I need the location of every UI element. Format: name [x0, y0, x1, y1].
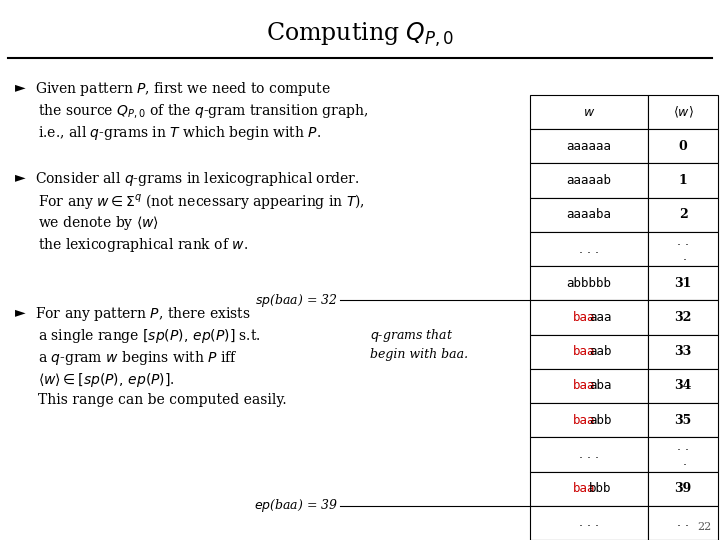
Bar: [649, 198, 718, 232]
Text: baa: baa: [572, 311, 595, 324]
Text: 34: 34: [675, 380, 692, 393]
Text: . .
 .: . . .: [678, 235, 689, 263]
Text: baa: baa: [572, 380, 595, 393]
Bar: [530, 471, 649, 506]
Text: This range can be computed easily.: This range can be computed easily.: [38, 393, 287, 407]
Text: baa: baa: [572, 482, 595, 495]
Text: 1: 1: [679, 174, 688, 187]
Text: ►: ►: [15, 80, 26, 94]
Text: $q$-grams that
begin with baa.: $q$-grams that begin with baa.: [370, 327, 468, 361]
Text: baa: baa: [572, 414, 595, 427]
Bar: [649, 232, 718, 266]
Bar: [649, 335, 718, 369]
Text: $\langle w \rangle$: $\langle w \rangle$: [672, 105, 693, 120]
Bar: [530, 369, 649, 403]
Text: $ep$(baa) = 39: $ep$(baa) = 39: [253, 497, 338, 514]
Bar: [649, 300, 718, 335]
Text: . .
 .: . . .: [678, 441, 689, 468]
Text: aaaaab: aaaaab: [567, 174, 612, 187]
Bar: [649, 437, 718, 471]
Text: aaa: aaa: [589, 311, 612, 324]
Text: . . .: . . .: [579, 242, 599, 255]
Bar: [530, 129, 649, 164]
Text: $w$: $w$: [583, 106, 595, 119]
Bar: [649, 129, 718, 164]
Text: aba: aba: [589, 380, 612, 393]
Text: 35: 35: [675, 414, 692, 427]
Text: . . .: . . .: [579, 448, 599, 461]
Text: a $q$-gram $w$ begins with $P$ iff: a $q$-gram $w$ begins with $P$ iff: [38, 349, 238, 367]
Text: 22: 22: [698, 522, 712, 532]
Bar: [649, 369, 718, 403]
Bar: [649, 506, 718, 540]
Text: Computing $Q_{P,0}$: Computing $Q_{P,0}$: [266, 21, 454, 49]
Bar: [530, 266, 649, 300]
Text: the lexicographical rank of $w$.: the lexicographical rank of $w$.: [38, 236, 248, 254]
Text: abbbbb: abbbbb: [567, 277, 612, 290]
Bar: [649, 471, 718, 506]
Text: 33: 33: [675, 345, 692, 358]
Bar: [649, 403, 718, 437]
Text: we denote by $\langle w \rangle$: we denote by $\langle w \rangle$: [38, 214, 159, 232]
Text: 31: 31: [675, 277, 692, 290]
Text: bbb: bbb: [589, 482, 612, 495]
Text: 39: 39: [675, 482, 692, 495]
Text: . .: . .: [678, 516, 689, 529]
Bar: [530, 164, 649, 198]
Text: ►: ►: [15, 305, 26, 319]
Text: Consider all $q$-grams in lexicographical order.: Consider all $q$-grams in lexicographica…: [35, 170, 359, 188]
Text: For any $w \in \Sigma^q$ (not necessary appearing in $T$),: For any $w \in \Sigma^q$ (not necessary …: [38, 192, 365, 211]
Bar: [649, 266, 718, 300]
Bar: [649, 95, 718, 129]
Bar: [530, 335, 649, 369]
Text: . . .: . . .: [579, 516, 599, 529]
Text: aaaaba: aaaaba: [567, 208, 612, 221]
Text: i.e., all $q$-grams in $T$ which begin with $P$.: i.e., all $q$-grams in $T$ which begin w…: [38, 124, 321, 142]
Text: ►: ►: [15, 170, 26, 184]
Text: $sp$(baa) = 32: $sp$(baa) = 32: [256, 292, 338, 309]
Bar: [530, 506, 649, 540]
Text: aab: aab: [589, 345, 612, 358]
Text: a single range $[sp(P),\, ep(P)]$ s.t.: a single range $[sp(P),\, ep(P)]$ s.t.: [38, 327, 261, 345]
Text: 0: 0: [679, 140, 688, 153]
Text: Given pattern $P$, first we need to compute: Given pattern $P$, first we need to comp…: [35, 80, 330, 98]
Bar: [530, 403, 649, 437]
Bar: [530, 95, 649, 129]
Bar: [649, 164, 718, 198]
Bar: [530, 198, 649, 232]
Bar: [530, 437, 649, 471]
Text: 2: 2: [679, 208, 688, 221]
Text: the source $Q_{P,0}$ of the $q$-gram transition graph,: the source $Q_{P,0}$ of the $q$-gram tra…: [38, 102, 369, 120]
Text: abb: abb: [589, 414, 612, 427]
Text: baa: baa: [572, 345, 595, 358]
Text: For any pattern $P$, there exists: For any pattern $P$, there exists: [35, 305, 251, 323]
Text: 32: 32: [675, 311, 692, 324]
Bar: [530, 232, 649, 266]
Bar: [530, 300, 649, 335]
Text: aaaaaa: aaaaaa: [567, 140, 612, 153]
Text: $\langle w \rangle \in [sp(P),\, ep(P)]$.: $\langle w \rangle \in [sp(P),\, ep(P)]$…: [38, 371, 175, 389]
